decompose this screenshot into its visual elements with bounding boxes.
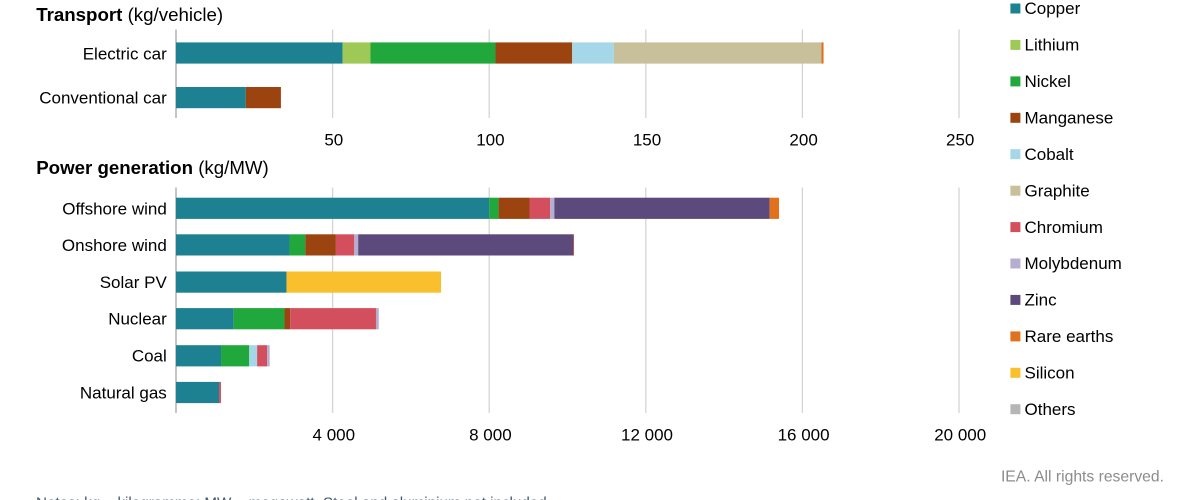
svg-text:Transport (kg/vehicle): Transport (kg/vehicle) (36, 4, 223, 25)
svg-text:Notes: kg = kilogramme; MW = m: Notes: kg = kilogramme; MW = megawatt. S… (36, 495, 551, 500)
svg-text:Molybdenum: Molybdenum (1025, 254, 1122, 273)
svg-text:Lithium: Lithium (1025, 36, 1080, 55)
svg-text:Coal: Coal (132, 347, 167, 366)
svg-text:Electric car: Electric car (83, 44, 167, 63)
svg-text:8 000: 8 000 (469, 426, 512, 445)
svg-text:50: 50 (324, 131, 343, 150)
svg-text:16 000: 16 000 (778, 426, 830, 445)
svg-text:Nuclear: Nuclear (108, 310, 167, 329)
svg-text:Zinc: Zinc (1025, 291, 1058, 310)
svg-text:Others: Others (1025, 400, 1076, 419)
svg-text:Cobalt: Cobalt (1025, 145, 1074, 164)
svg-text:Graphite: Graphite (1025, 181, 1090, 200)
svg-text:150: 150 (633, 131, 661, 150)
svg-text:Onshore wind: Onshore wind (62, 236, 167, 255)
svg-text:Natural gas: Natural gas (80, 383, 167, 402)
svg-text:Chromium: Chromium (1025, 218, 1103, 237)
svg-text:Solar PV: Solar PV (100, 273, 168, 292)
svg-text:Silicon: Silicon (1025, 364, 1075, 383)
svg-text:12 000: 12 000 (621, 426, 673, 445)
svg-text:Copper: Copper (1025, 0, 1081, 18)
svg-text:Manganese: Manganese (1025, 109, 1114, 128)
svg-text:Nickel: Nickel (1025, 72, 1071, 91)
svg-text:250: 250 (946, 131, 974, 150)
svg-text:20 000: 20 000 (934, 426, 986, 445)
svg-text:IEA. All rights reserved.: IEA. All rights reserved. (1001, 469, 1164, 486)
svg-text:Offshore wind: Offshore wind (62, 199, 167, 218)
svg-text:200: 200 (789, 131, 817, 150)
svg-text:Power generation (kg/MW): Power generation (kg/MW) (36, 157, 269, 178)
svg-text:4 000: 4 000 (313, 426, 356, 445)
svg-text:Rare earths: Rare earths (1025, 327, 1114, 346)
svg-text:100: 100 (476, 131, 504, 150)
svg-text:Conventional car: Conventional car (39, 89, 167, 108)
